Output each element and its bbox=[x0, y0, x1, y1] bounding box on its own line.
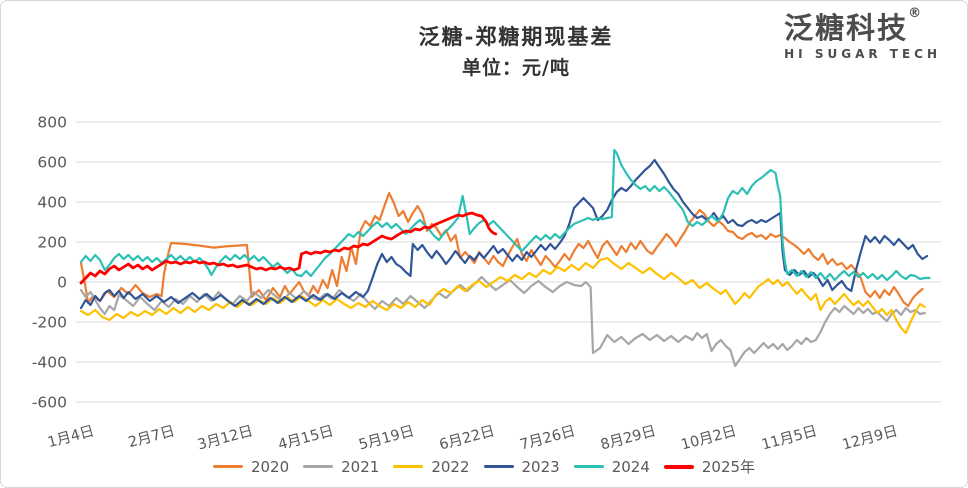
x-axis-tick-label: 1月4日 bbox=[46, 423, 96, 451]
series-line-2025年 bbox=[79, 211, 498, 285]
chart-legend: 2020 2021 2022 2023 2024 2025年 bbox=[1, 456, 967, 477]
x-axis-tick-label: 6月22日 bbox=[438, 423, 497, 453]
x-axis-tick: 10月2日 bbox=[679, 423, 738, 453]
y-axis-tick-label: -400 bbox=[32, 354, 67, 372]
y-axis-tick-label: 800 bbox=[37, 114, 67, 132]
legend-item-2024: 2024 bbox=[573, 457, 650, 476]
x-axis-tick: 12月9日 bbox=[841, 423, 900, 453]
x-axis-tick-label: 7月26日 bbox=[518, 423, 577, 453]
x-axis-tick: 3月12日 bbox=[196, 423, 255, 453]
x-axis-tick-label: 10月2日 bbox=[679, 423, 738, 453]
legend-label-2025年: 2025年 bbox=[701, 458, 756, 476]
x-axis-tick: 11月5日 bbox=[760, 423, 819, 453]
x-axis-tick-label: 11月5日 bbox=[760, 423, 819, 453]
legend-item-2025年: 2025年 bbox=[663, 456, 756, 477]
x-axis-tick-label: 8月29日 bbox=[599, 423, 658, 453]
x-axis-tick: 8月29日 bbox=[599, 423, 658, 453]
legend-label-2021: 2021 bbox=[341, 457, 380, 476]
x-axis-tick: 2月7日 bbox=[127, 423, 177, 451]
y-axis-tick-label: -600 bbox=[32, 394, 67, 412]
legend-label-2020: 2020 bbox=[250, 457, 290, 476]
x-axis-tick-label: 12月9日 bbox=[841, 423, 900, 453]
x-axis-tick: 5月19日 bbox=[357, 423, 416, 453]
brand-name-text: 泛糖科技 bbox=[784, 11, 909, 45]
brand-name: 泛糖科技® bbox=[784, 6, 941, 45]
legend-label-2024: 2024 bbox=[611, 457, 650, 476]
legend-swatch-2020 bbox=[212, 465, 243, 468]
legend-item-2023: 2023 bbox=[483, 457, 560, 476]
legend-swatch-2024 bbox=[573, 465, 604, 468]
y-axis-tick-label: 0 bbox=[57, 274, 67, 292]
legend-item-2020: 2020 bbox=[212, 457, 290, 476]
x-axis-tick: 7月26日 bbox=[518, 423, 577, 453]
series-line-2024 bbox=[79, 148, 931, 282]
registered-trademark-icon: ® bbox=[908, 6, 924, 21]
x-axis-tick-label: 5月19日 bbox=[357, 423, 416, 453]
y-axis-tick-label: 200 bbox=[37, 234, 67, 252]
x-axis-tick-label: 4月15日 bbox=[277, 423, 336, 453]
x-axis-tick-label: 2月7日 bbox=[127, 423, 177, 451]
y-axis-tick-label: 600 bbox=[37, 154, 67, 172]
chart-title: 泛糖-郑糖期现基差 bbox=[418, 24, 614, 49]
legend-swatch-2025年 bbox=[663, 464, 694, 469]
legend-label-2023: 2023 bbox=[521, 457, 560, 476]
series-line-2023 bbox=[79, 158, 929, 310]
legend-label-2022: 2022 bbox=[431, 457, 470, 476]
y-axis-tick-label: -200 bbox=[32, 314, 67, 332]
y-axis-tick-label: 400 bbox=[37, 194, 67, 212]
legend-item-2021: 2021 bbox=[303, 458, 379, 476]
x-axis-tick: 4月15日 bbox=[277, 423, 336, 453]
legend-item-2022: 2022 bbox=[393, 457, 470, 476]
chart-subtitle: 单位：元/吨 bbox=[462, 57, 570, 79]
legend-swatch-2023 bbox=[483, 465, 514, 468]
series-line-2022 bbox=[79, 256, 926, 335]
x-axis-tick: 6月22日 bbox=[438, 423, 497, 453]
brand-tagline: HI SUGAR TECH bbox=[784, 46, 941, 61]
x-axis-tick-label: 3月12日 bbox=[196, 423, 255, 453]
brand-logo: 泛糖科技® HI SUGAR TECH bbox=[784, 6, 941, 61]
x-axis-tick: 1月4日 bbox=[46, 423, 96, 451]
legend-swatch-2022 bbox=[393, 465, 424, 468]
legend-swatch-2021 bbox=[303, 465, 334, 468]
